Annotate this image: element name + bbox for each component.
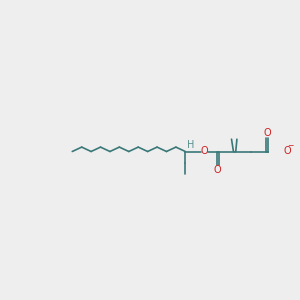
- Text: −: −: [288, 142, 294, 151]
- Text: O: O: [214, 165, 221, 175]
- Text: O: O: [264, 128, 272, 138]
- Text: H: H: [187, 140, 194, 150]
- Text: O: O: [201, 146, 208, 156]
- Text: O: O: [283, 146, 291, 156]
